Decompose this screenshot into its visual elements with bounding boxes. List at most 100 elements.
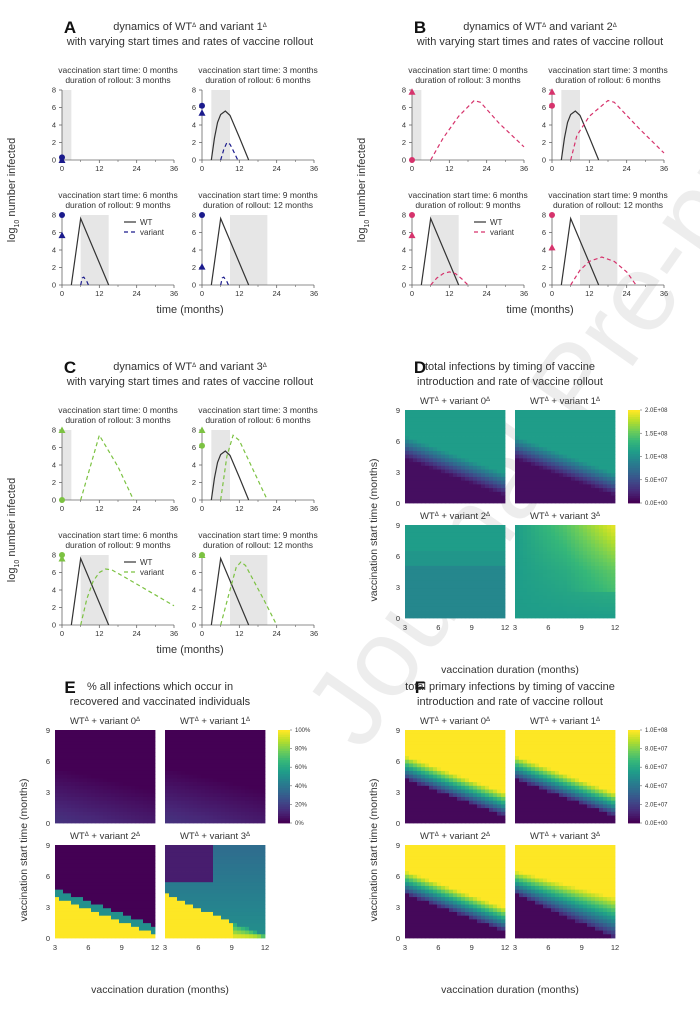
- heatmap-cell: [449, 413, 454, 418]
- heatmap-cell: [135, 774, 140, 779]
- panel-e: E% all infections which occur inrecovere…: [18, 678, 311, 996]
- heatmap-cell: [139, 904, 144, 909]
- heatmap-cell: [131, 926, 136, 931]
- heatmap-cell: [185, 744, 190, 749]
- heatmap-cell: [543, 588, 548, 593]
- heatmap-cell: [225, 763, 230, 768]
- heatmap-cell: [433, 436, 438, 441]
- heatmap-cell: [519, 573, 524, 578]
- heatmap-cell: [147, 811, 152, 816]
- heatmap-cell: [71, 730, 76, 735]
- heatmap-cell: [241, 741, 246, 746]
- heatmap-cell: [543, 447, 548, 452]
- heatmap-cell: [99, 863, 104, 868]
- x-tick-label: 0: [200, 629, 204, 638]
- heatmap-cell: [151, 878, 156, 883]
- heatmap-cell: [71, 741, 76, 746]
- heatmap-cell: [119, 774, 124, 779]
- heatmap-cell: [193, 767, 198, 772]
- heatmap-cell: [485, 588, 490, 593]
- heatmap-cell: [83, 867, 88, 872]
- heatmap-cell: [197, 767, 202, 772]
- heatmap-cell: [547, 551, 552, 556]
- heatmap-cell: [607, 558, 612, 563]
- heatmap-cell: [425, 536, 430, 541]
- heatmap-cell: [75, 778, 80, 783]
- heatmap-cell: [67, 885, 72, 891]
- heatmap-cell: [477, 532, 482, 537]
- heatmap-cell: [473, 424, 478, 429]
- heatmap-cell: [477, 606, 482, 611]
- heatmap-cell: [79, 730, 84, 735]
- heatmap-cell: [595, 536, 600, 541]
- heatmap-cell: [103, 782, 108, 787]
- heatmap-cell: [555, 569, 560, 574]
- heatmap-cell: [151, 904, 156, 909]
- heatmap-cell: [425, 543, 430, 548]
- heatmap-cell: [603, 565, 608, 571]
- heatmap-cell: [165, 852, 170, 857]
- heatmap-cell: [143, 882, 148, 887]
- heatmap-cell: [169, 811, 174, 816]
- heatmap-cell: [83, 804, 88, 809]
- heatmap-cell: [193, 815, 198, 820]
- heatmap-cell: [535, 595, 540, 600]
- heatmap-cell: [539, 584, 544, 589]
- heatmap-cell: [465, 469, 470, 474]
- heatmap-cell: [421, 424, 426, 429]
- heatmap-cell: [607, 495, 612, 500]
- heatmap-cell: [103, 885, 108, 891]
- heatmap-cell: [611, 454, 616, 459]
- heatmap-cell: [131, 744, 136, 749]
- heatmap-cell: [173, 904, 178, 909]
- heatmap-cell: [147, 915, 152, 920]
- heatmap-cell: [177, 904, 182, 909]
- heatmap-cell: [583, 551, 588, 556]
- heatmap-cell: [115, 819, 120, 824]
- heatmap-cell: [497, 473, 502, 478]
- heatmap-cell: [181, 774, 186, 779]
- heatmap-cell: [405, 599, 410, 604]
- heatmap-cell: [607, 595, 612, 600]
- heatmap-cell: [425, 469, 430, 474]
- heatmap-cell: [477, 525, 482, 530]
- heatmap-cell: [461, 584, 466, 589]
- heatmap-cell: [143, 804, 148, 809]
- heatmap-cell: [579, 491, 584, 496]
- heatmap-cell: [583, 543, 588, 548]
- heatmap-cell: [209, 793, 214, 798]
- heatmap-cell: [127, 808, 132, 813]
- colorbar-segment: [628, 496, 640, 499]
- heatmap-cell: [461, 410, 466, 415]
- heatmap-cell: [409, 569, 414, 574]
- heatmap-cell: [425, 473, 430, 478]
- heatmap-cell: [543, 495, 548, 500]
- heatmap-cell: [151, 759, 156, 764]
- colorbar-segment: [628, 479, 640, 483]
- heatmap-cell: [139, 885, 144, 891]
- heatmap-cell: [473, 473, 478, 478]
- heatmap-cell: [449, 569, 454, 574]
- heatmap-cell: [79, 804, 84, 809]
- heatmap-cell: [591, 491, 596, 496]
- heatmap-cell: [563, 473, 568, 478]
- heatmap-cell: [551, 436, 556, 441]
- heatmap-cell: [599, 421, 604, 426]
- heatmap-cell: [229, 782, 234, 787]
- heatmap-cell: [201, 733, 206, 738]
- heatmap-cell: [563, 495, 568, 500]
- heatmap-cell: [91, 815, 96, 820]
- heatmap-cell: [421, 603, 426, 608]
- heatmap-cell: [87, 741, 92, 746]
- heatmap-cell: [425, 439, 430, 444]
- heatmap-cell: [71, 915, 76, 920]
- heatmap-cell: [555, 554, 560, 559]
- heatmap-cell: [71, 796, 76, 802]
- heatmap-cell: [497, 436, 502, 441]
- y-tick-label: 3: [396, 468, 400, 477]
- heatmap-cell: [257, 741, 262, 746]
- heatmap-cell: [519, 539, 524, 544]
- heatmap-cell: [111, 744, 116, 749]
- heatmap-cell: [527, 547, 532, 552]
- heatmap-cell: [555, 603, 560, 608]
